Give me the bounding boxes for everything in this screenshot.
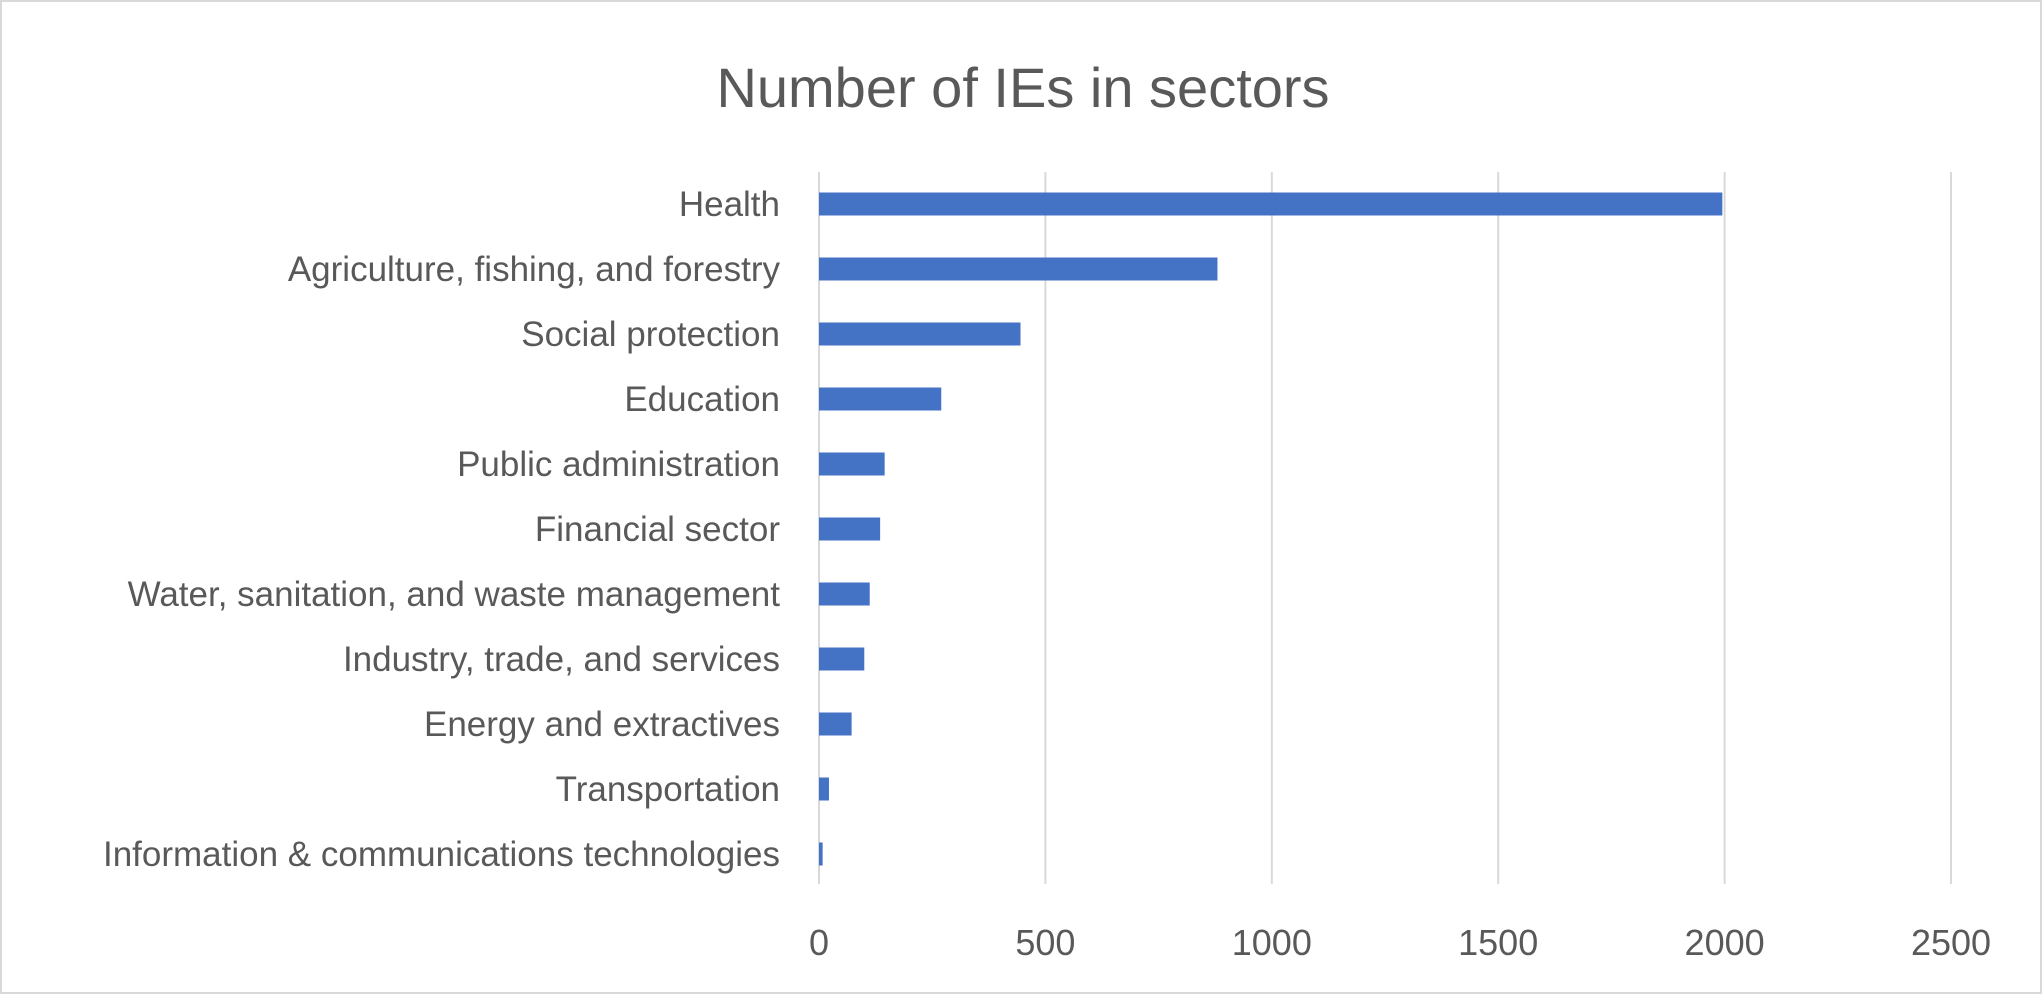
category-label: Agriculture, fishing, and forestry — [288, 250, 781, 289]
x-tick-label: 1500 — [1458, 922, 1538, 963]
x-tick-label: 1000 — [1232, 922, 1312, 963]
category-label: Health — [679, 185, 780, 224]
category-label: Financial sector — [535, 510, 780, 549]
x-tick-label: 2000 — [1685, 922, 1765, 963]
bar — [819, 647, 865, 671]
bar — [819, 842, 823, 866]
x-tick-label: 2500 — [1911, 922, 1991, 963]
category-label: Education — [624, 380, 780, 419]
category-label: Transportation — [556, 770, 780, 809]
category-label: Social protection — [521, 315, 780, 354]
bar — [819, 517, 881, 541]
bar — [819, 387, 942, 411]
x-tick-label: 500 — [1015, 922, 1075, 963]
category-label: Energy and extractives — [424, 705, 780, 744]
category-label: Industry, trade, and services — [343, 640, 780, 679]
bar — [819, 192, 1723, 216]
bar — [819, 777, 829, 801]
bar — [819, 712, 852, 736]
bar — [819, 582, 870, 606]
chart-title: Number of IEs in sectors — [716, 56, 1330, 119]
x-tick-label: 0 — [809, 922, 829, 963]
bar — [819, 322, 1021, 346]
category-label: Information & communications technologie… — [103, 835, 780, 874]
category-label: Public administration — [457, 445, 780, 484]
bar — [819, 257, 1218, 281]
category-label: Water, sanitation, and waste management — [128, 575, 781, 614]
bar — [819, 452, 885, 476]
